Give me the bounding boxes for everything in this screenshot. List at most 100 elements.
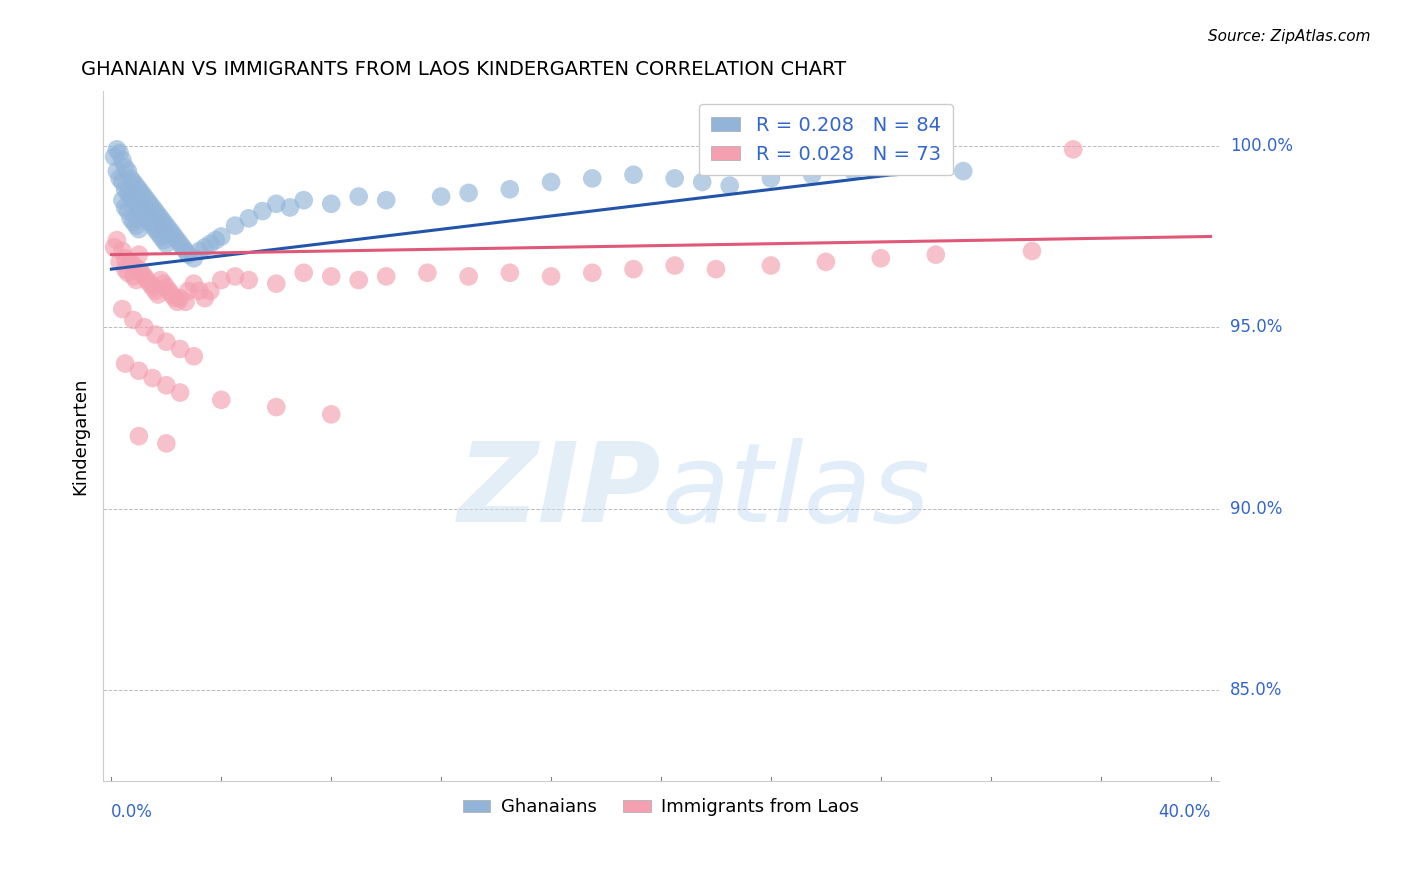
Point — [136, 193, 159, 207]
Point — [264, 277, 287, 291]
Point — [814, 255, 837, 269]
Point — [172, 240, 194, 254]
Point — [540, 175, 562, 189]
Point — [623, 262, 645, 277]
Point — [105, 233, 128, 247]
Point — [134, 320, 156, 334]
Point — [347, 189, 370, 203]
Point — [142, 371, 165, 385]
Point — [120, 189, 142, 203]
Point — [125, 219, 148, 233]
Point — [111, 244, 134, 258]
Point — [155, 378, 177, 392]
Point — [457, 269, 479, 284]
Point — [103, 240, 125, 254]
Point — [1021, 244, 1043, 258]
Text: 90.0%: 90.0% — [1230, 500, 1282, 517]
Legend: Ghanaians, Immigrants from Laos: Ghanaians, Immigrants from Laos — [456, 791, 866, 823]
Point — [581, 171, 603, 186]
Point — [204, 233, 226, 247]
Point — [718, 178, 741, 193]
Point — [163, 291, 186, 305]
Point — [120, 171, 142, 186]
Point — [252, 204, 274, 219]
Point — [347, 273, 370, 287]
Point — [152, 233, 174, 247]
Point — [143, 222, 166, 236]
Point — [108, 171, 131, 186]
Point — [131, 186, 153, 200]
Point — [375, 269, 398, 284]
Point — [623, 168, 645, 182]
Point — [105, 164, 128, 178]
Point — [842, 164, 865, 178]
Point — [114, 357, 136, 371]
Point — [224, 219, 246, 233]
Point — [664, 259, 686, 273]
Point — [194, 240, 217, 254]
Point — [209, 273, 232, 287]
Point — [209, 392, 232, 407]
Point — [122, 193, 145, 207]
Point — [128, 182, 150, 196]
Point — [321, 196, 343, 211]
Point — [166, 294, 188, 309]
Point — [194, 291, 217, 305]
Point — [111, 153, 134, 168]
Point — [759, 171, 782, 186]
Point — [883, 161, 905, 175]
Point — [581, 266, 603, 280]
Point — [1062, 142, 1084, 156]
Point — [704, 262, 727, 277]
Point — [200, 236, 222, 251]
Point — [224, 269, 246, 284]
Point — [114, 252, 136, 266]
Point — [117, 164, 139, 178]
Point — [103, 150, 125, 164]
Point — [166, 233, 188, 247]
Point — [869, 252, 891, 266]
Point — [122, 269, 145, 284]
Point — [925, 247, 948, 261]
Point — [111, 301, 134, 316]
Point — [952, 164, 974, 178]
Point — [122, 175, 145, 189]
Point — [292, 193, 315, 207]
Point — [801, 168, 824, 182]
Point — [183, 349, 205, 363]
Point — [375, 193, 398, 207]
Point — [911, 157, 934, 171]
Point — [155, 334, 177, 349]
Point — [183, 252, 205, 266]
Point — [155, 219, 177, 233]
Point — [160, 287, 183, 301]
Point — [128, 201, 150, 215]
Point — [238, 273, 260, 287]
Point — [321, 269, 343, 284]
Point — [149, 273, 172, 287]
Point — [128, 247, 150, 261]
Point — [128, 222, 150, 236]
Point — [114, 262, 136, 277]
Point — [139, 277, 162, 291]
Point — [177, 284, 200, 298]
Point — [125, 196, 148, 211]
Point — [136, 273, 159, 287]
Point — [131, 266, 153, 280]
Point — [111, 193, 134, 207]
Point — [134, 189, 156, 203]
Point — [142, 219, 165, 233]
Point — [120, 255, 142, 269]
Point — [157, 222, 180, 236]
Point — [125, 178, 148, 193]
Text: atlas: atlas — [661, 438, 929, 545]
Point — [457, 186, 479, 200]
Point — [134, 208, 156, 222]
Point — [430, 189, 453, 203]
Point — [114, 182, 136, 196]
Text: 95.0%: 95.0% — [1230, 318, 1282, 336]
Point — [416, 266, 439, 280]
Point — [177, 247, 200, 261]
Text: 85.0%: 85.0% — [1230, 681, 1282, 699]
Point — [200, 284, 222, 298]
